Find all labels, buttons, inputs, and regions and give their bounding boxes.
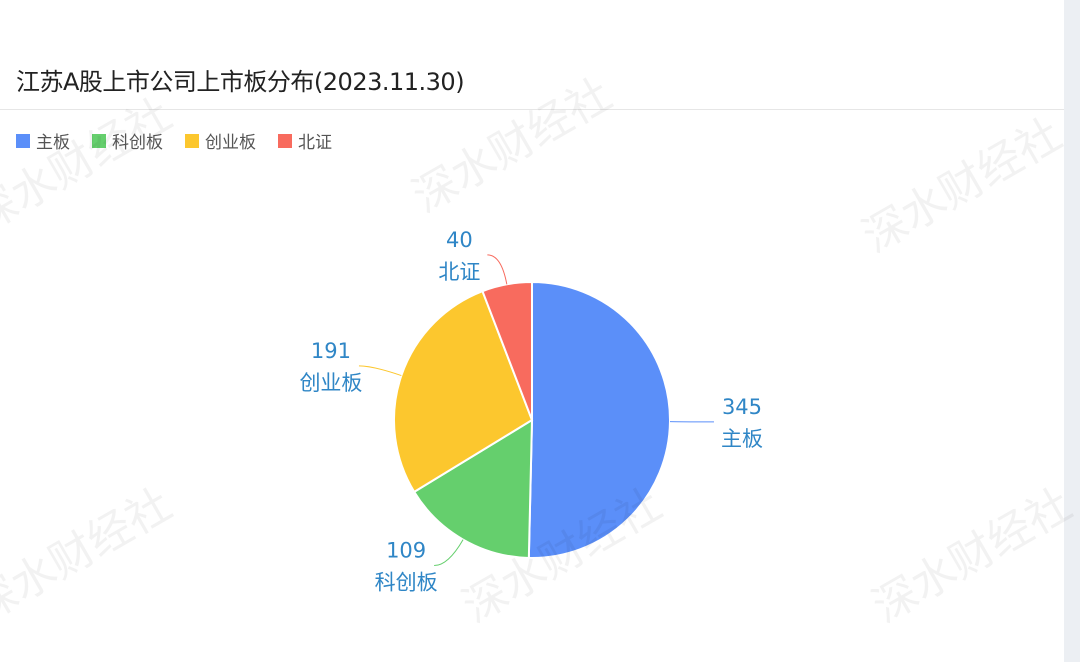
label-line xyxy=(487,254,508,285)
pie-slice[interactable] xyxy=(527,280,671,559)
divider xyxy=(0,109,1064,110)
data-label: 40 xyxy=(446,228,473,252)
data-label: 109 xyxy=(386,539,426,563)
data-label: 创业板 xyxy=(299,371,362,395)
data-label: 345 xyxy=(722,395,762,419)
scrollbar-track[interactable] xyxy=(1064,0,1080,662)
legend-swatch xyxy=(185,133,199,148)
legend-label: 北证 xyxy=(298,133,332,153)
legend-swatch xyxy=(278,133,292,148)
pie-slice[interactable] xyxy=(481,280,533,421)
data-label: 191 xyxy=(311,339,351,363)
data-label: 科创板 xyxy=(375,571,438,595)
pie-slice[interactable] xyxy=(412,418,534,559)
data-label: 主板 xyxy=(721,427,763,451)
legend: 主板 科创板 创业板 北证 xyxy=(16,128,332,153)
legend-swatch xyxy=(16,133,30,148)
legend-item[interactable]: 创业板 xyxy=(185,128,256,153)
legend-label: 科创板 xyxy=(112,133,163,153)
data-label: 北证 xyxy=(438,260,480,284)
label-line xyxy=(358,365,402,377)
chart-title: 江苏A股上市公司上市板分布(2023.11.30) xyxy=(16,68,465,96)
legend-label: 创业板 xyxy=(205,133,256,153)
legend-item[interactable]: 主板 xyxy=(16,128,70,153)
pie-slice[interactable] xyxy=(393,289,534,494)
legend-item[interactable]: 北证 xyxy=(278,128,332,153)
label-line xyxy=(434,539,464,567)
legend-label: 主板 xyxy=(36,133,70,153)
legend-item[interactable]: 科创板 xyxy=(92,128,163,153)
legend-swatch xyxy=(92,133,106,148)
